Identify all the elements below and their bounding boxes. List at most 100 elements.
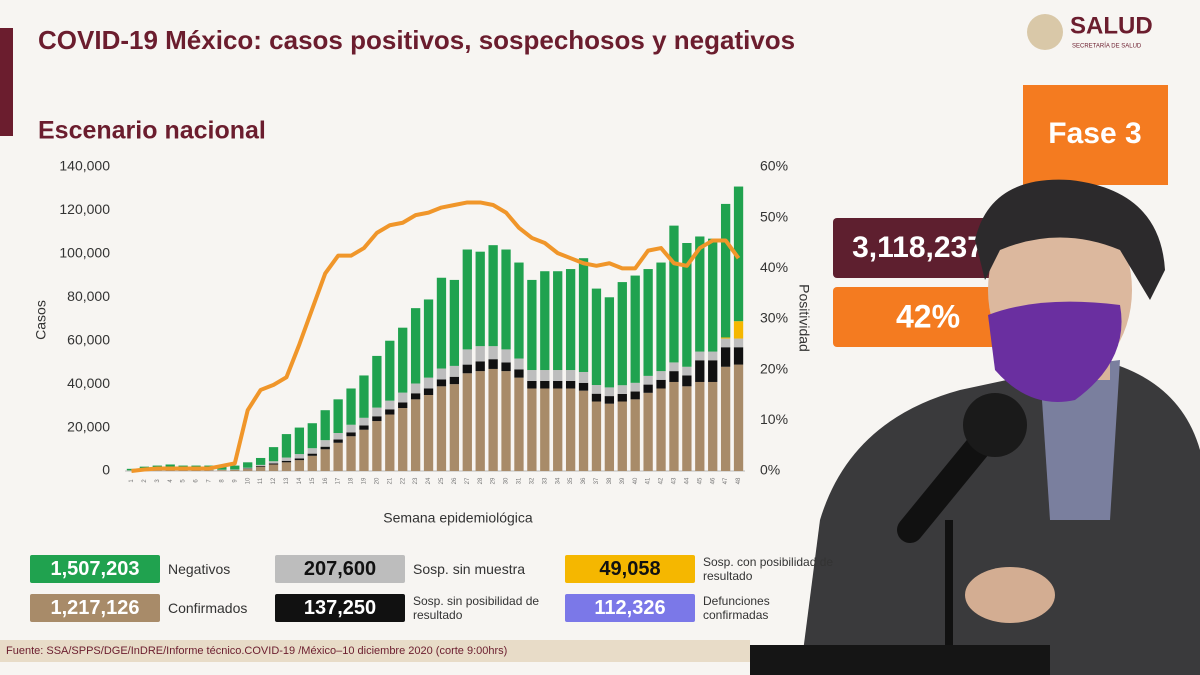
bar-segment bbox=[475, 251, 485, 347]
bar-segment bbox=[591, 393, 602, 402]
bar-segment bbox=[488, 368, 498, 471]
total-tests: 3,118,237 bbox=[852, 231, 984, 264]
bar-segment bbox=[578, 258, 589, 372]
x-tick-label: 3 bbox=[155, 479, 161, 483]
bar-segment bbox=[604, 403, 615, 471]
bar-segment bbox=[643, 392, 653, 471]
bar-segment bbox=[281, 460, 292, 463]
brand-sub: SECRETARÍA DE SALUD bbox=[1072, 43, 1142, 50]
bar-segment bbox=[423, 377, 434, 389]
bar-segment bbox=[501, 349, 511, 363]
bar-segment bbox=[669, 371, 679, 382]
bar-segment bbox=[165, 470, 175, 471]
bar-segment bbox=[398, 408, 408, 471]
bar-segment bbox=[385, 409, 395, 415]
x-tick-label: 18 bbox=[349, 477, 355, 484]
bar-segment bbox=[669, 225, 679, 363]
x-tick-label: 31 bbox=[517, 477, 523, 484]
x-tick-label: 24 bbox=[426, 477, 432, 484]
x-tick-label: 6 bbox=[194, 479, 200, 483]
legend-label: Confirmados bbox=[168, 600, 248, 616]
bar-segment bbox=[243, 467, 253, 469]
bar-segment bbox=[255, 466, 266, 467]
bar-segment bbox=[720, 337, 731, 339]
bar-segment bbox=[630, 399, 640, 471]
y2-tick-label: 10% bbox=[760, 411, 788, 427]
legend-total: 112,326 bbox=[565, 594, 695, 622]
bar-segment bbox=[191, 470, 201, 471]
bar-segment bbox=[320, 410, 330, 441]
x-tick-label: 36 bbox=[581, 477, 587, 484]
bar-segment bbox=[294, 458, 305, 461]
bar-segment bbox=[294, 427, 305, 455]
bar-segment bbox=[243, 462, 253, 468]
bar-segment bbox=[682, 243, 692, 367]
x-tick-label: 23 bbox=[413, 477, 419, 484]
slide-title: COVID-19 México: casos positivos, sospec… bbox=[38, 25, 795, 55]
bar-segment bbox=[720, 366, 731, 471]
bar-segment bbox=[540, 380, 550, 389]
bar-segment bbox=[630, 275, 640, 383]
bar-segment bbox=[565, 370, 576, 381]
bar-segment bbox=[410, 393, 421, 400]
bar-segment bbox=[475, 371, 485, 471]
logo-emblem bbox=[1027, 14, 1063, 50]
bar-segment bbox=[385, 414, 395, 471]
bar-segment bbox=[449, 365, 460, 377]
x-tick-label: 45 bbox=[697, 477, 703, 484]
y2-axis-label: Positividad bbox=[796, 284, 812, 352]
legend-label: Sosp. sin posibilidad de resultado bbox=[413, 594, 540, 622]
bar-segment bbox=[307, 455, 317, 471]
bar-segment bbox=[359, 375, 369, 418]
bar-segment bbox=[682, 366, 692, 376]
x-tick-label: 11 bbox=[258, 477, 264, 484]
bar-segment bbox=[346, 432, 356, 437]
bar-segment bbox=[617, 385, 627, 394]
bar-segment bbox=[682, 375, 692, 387]
bar-segment bbox=[488, 346, 498, 360]
bar-segment bbox=[695, 236, 705, 352]
bar-segment bbox=[527, 279, 537, 371]
legend-total: 1,217,126 bbox=[30, 594, 160, 622]
positivity: 42% bbox=[896, 298, 960, 334]
bar-segment bbox=[281, 457, 292, 461]
bar-segment bbox=[255, 457, 266, 465]
legend-label: Negativos bbox=[168, 561, 231, 577]
x-tick-label: 46 bbox=[710, 477, 716, 484]
bar-segment bbox=[695, 360, 705, 382]
bar-segment bbox=[462, 349, 472, 365]
phase-box bbox=[1023, 85, 1168, 185]
x-tick-label: 13 bbox=[284, 477, 290, 484]
bar-segment bbox=[307, 448, 317, 454]
y-tick-label: 120,000 bbox=[59, 201, 110, 217]
bar-segment bbox=[462, 364, 472, 374]
bar-segment bbox=[720, 338, 731, 348]
x-tick-label: 15 bbox=[310, 477, 316, 484]
x-tick-label: 12 bbox=[271, 477, 277, 484]
bar-segment bbox=[320, 440, 330, 447]
bar-segment bbox=[178, 470, 188, 471]
x-tick-label: 27 bbox=[465, 477, 471, 484]
x-tick-label: 43 bbox=[672, 477, 678, 484]
bar-segment bbox=[230, 469, 240, 471]
bar-segment bbox=[514, 377, 524, 471]
bar-segment bbox=[553, 271, 563, 371]
x-tick-label: 8 bbox=[219, 479, 225, 483]
bar-segment bbox=[514, 369, 524, 378]
bar-segment bbox=[604, 297, 615, 388]
bar-segment bbox=[617, 393, 627, 402]
x-tick-label: 38 bbox=[607, 477, 613, 484]
brand: SALUD bbox=[1070, 12, 1153, 39]
bar-segment bbox=[720, 203, 731, 338]
bar-segment bbox=[540, 388, 550, 471]
x-tick-label: 14 bbox=[297, 477, 303, 484]
bar-segment bbox=[630, 382, 640, 392]
x-tick-label: 37 bbox=[594, 477, 600, 484]
bar-segment bbox=[423, 388, 434, 395]
bar-segment bbox=[372, 355, 382, 408]
bar-segment bbox=[591, 288, 602, 386]
bar-segment bbox=[475, 346, 485, 362]
legend-label: Defunciones confirmadas bbox=[703, 594, 770, 622]
source-strip bbox=[0, 640, 750, 662]
